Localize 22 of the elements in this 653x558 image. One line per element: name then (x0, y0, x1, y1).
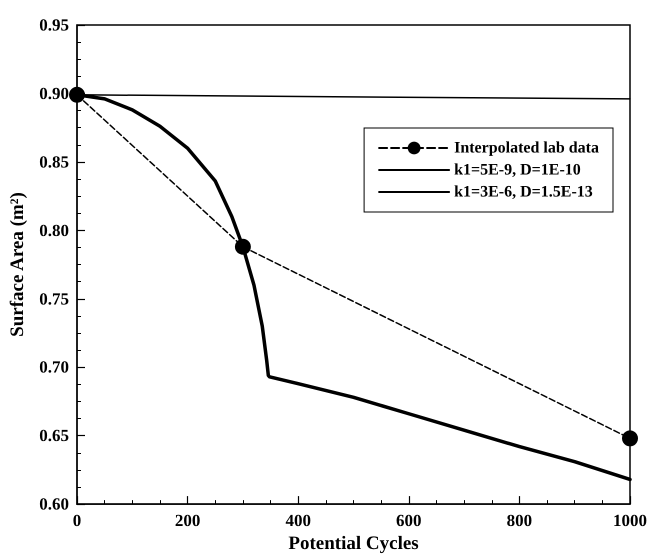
y-tick-label: 0.75 (39, 289, 69, 308)
point (622, 430, 638, 446)
point (234, 238, 251, 255)
x-tick-label: 200 (174, 511, 200, 530)
y-tick-label: 0.95 (39, 16, 69, 34)
x-tick-label: 1000 (613, 511, 647, 530)
y-axis-title: Surface Area (m²) (7, 192, 28, 337)
point (69, 86, 85, 103)
x-tick-label: 800 (506, 511, 532, 530)
x-tick-label: 600 (396, 511, 422, 530)
y-tick-label: 0.90 (39, 84, 69, 103)
y-tick-label: 0.85 (39, 152, 69, 172)
x-axis-title: Potential Cycles (288, 533, 419, 554)
y-tick-label: 0.70 (39, 358, 69, 377)
y-tick-label: 0.60 (39, 494, 69, 514)
y-tick-label: 0.65 (39, 426, 69, 446)
y-tick-label: 0.80 (39, 220, 69, 240)
x-tick-label: 0 (72, 511, 82, 530)
x-tick-label: 400 (285, 511, 311, 530)
legend-label: k1=3E-6, D=1.5E-13 (454, 184, 593, 200)
legend-label: k1=5E-9, D=1E-10 (454, 162, 581, 178)
legend-label: Interpolated lab data (454, 140, 600, 156)
